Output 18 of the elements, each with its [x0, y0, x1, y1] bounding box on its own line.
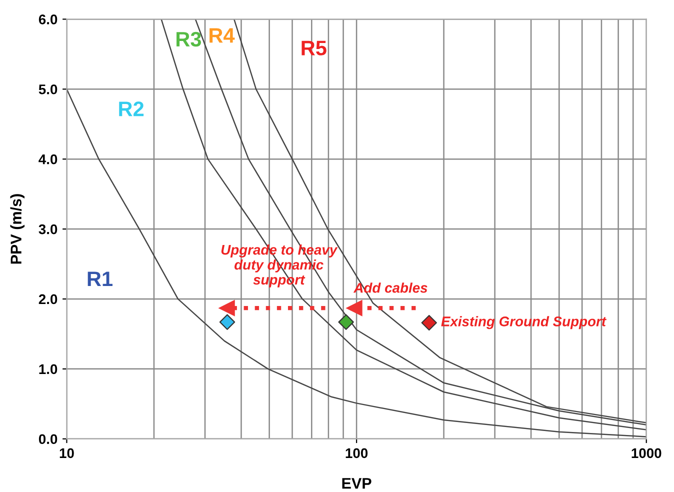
x-axis-title: EVP — [342, 478, 372, 489]
annotation: R3 — [176, 32, 202, 47]
y-tick-label: 6.0 — [38, 14, 58, 24]
annotation: R2 — [119, 102, 144, 116]
y-tick-label: 0.0 — [38, 434, 58, 444]
x-tick-label: 10 — [60, 448, 74, 458]
y-tick-label: 3.0 — [38, 224, 58, 234]
x-tick-label: 1000 — [632, 448, 662, 458]
y-tick-label: 2.0 — [38, 294, 58, 304]
annotation: R5 — [302, 40, 326, 56]
y-axis-title: PPV (m/s) — [10, 194, 25, 264]
annotation: Existing Ground Support — [441, 316, 607, 330]
y-tick-label: 4.0 — [38, 154, 58, 164]
x-tick-label: 100 — [346, 448, 368, 458]
annotation: R4 — [210, 28, 235, 43]
annotation: R1 — [88, 272, 112, 286]
y-tick-label: 5.0 — [38, 84, 58, 94]
y-tick-label: 1.0 — [39, 364, 58, 374]
